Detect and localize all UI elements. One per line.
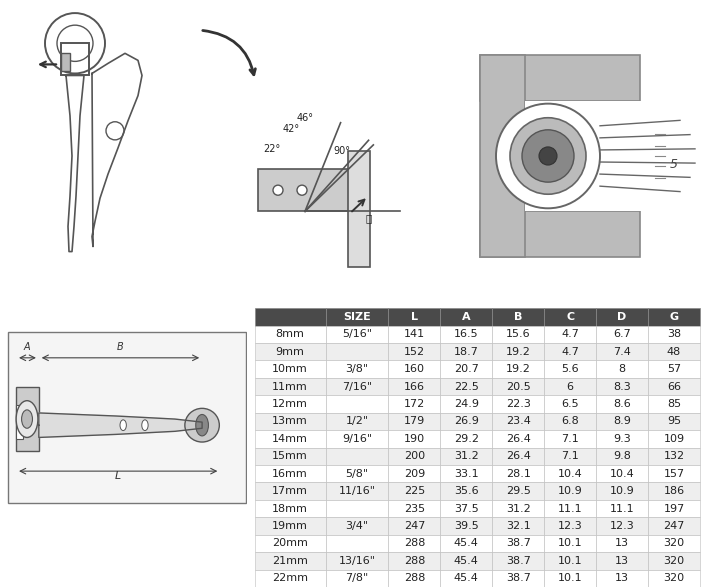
- Bar: [16, 405, 23, 439]
- Bar: [61, 53, 70, 72]
- Bar: [348, 151, 370, 266]
- Text: 壓: 壓: [365, 214, 371, 224]
- Text: A: A: [24, 342, 30, 352]
- Polygon shape: [92, 53, 142, 247]
- Text: L: L: [115, 471, 121, 481]
- Ellipse shape: [185, 409, 219, 442]
- Circle shape: [496, 104, 600, 208]
- Text: 90°: 90°: [333, 146, 350, 156]
- Circle shape: [16, 401, 38, 437]
- Polygon shape: [66, 76, 84, 252]
- Bar: [61, 43, 89, 76]
- Circle shape: [142, 420, 148, 430]
- Bar: [525, 100, 655, 211]
- Text: B: B: [117, 342, 124, 352]
- Bar: [480, 211, 640, 257]
- Text: 5: 5: [670, 158, 678, 171]
- Circle shape: [539, 147, 557, 165]
- Polygon shape: [39, 413, 202, 437]
- Bar: [16, 387, 39, 451]
- Circle shape: [510, 118, 586, 194]
- Circle shape: [297, 185, 307, 195]
- Text: 46°: 46°: [297, 113, 314, 123]
- Bar: [480, 55, 640, 100]
- Text: 22°: 22°: [263, 144, 280, 154]
- Circle shape: [22, 410, 33, 429]
- Circle shape: [120, 420, 127, 430]
- Bar: [480, 55, 525, 257]
- Bar: [258, 169, 358, 211]
- Text: 42°: 42°: [283, 124, 300, 134]
- Circle shape: [522, 130, 574, 182]
- Circle shape: [196, 414, 209, 436]
- Circle shape: [273, 185, 283, 195]
